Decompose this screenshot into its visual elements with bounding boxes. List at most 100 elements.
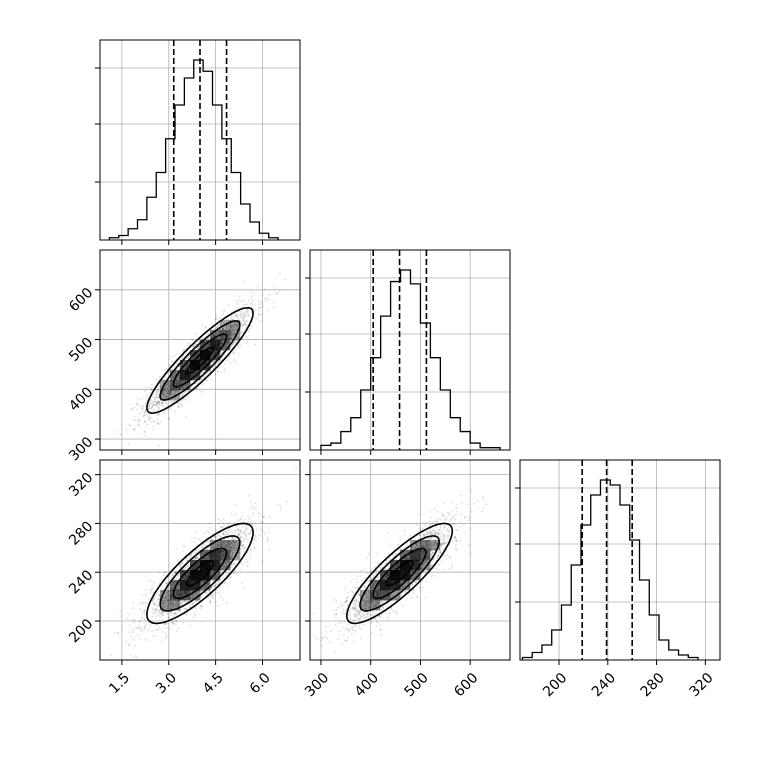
scatter-point [166,396,169,399]
scatter-point [191,339,194,342]
scatter-point [221,313,224,315]
scatter-point [222,525,225,528]
scatter-point [257,314,260,317]
scatter-point [239,329,242,331]
scatter-point [200,372,202,374]
scatter-point [214,536,217,539]
scatter-point [186,559,189,562]
scatter-point [166,382,169,385]
scatter-point [139,608,141,610]
scatter-point [276,292,279,295]
scatter-point [222,533,225,536]
scatter-point [178,406,181,409]
scatter-point [253,292,256,295]
scatter-point [203,328,206,331]
scatter-point [233,352,235,355]
scatter-point [255,539,258,542]
scatter-point [244,316,246,319]
scatter-point [198,590,201,593]
scatter-point [245,524,247,526]
scatter-point [264,532,267,535]
scatter-point [144,628,147,631]
scatter-point [459,525,462,528]
scatter-point [228,576,231,579]
scatter-point [435,538,438,541]
scatter-point [221,327,224,330]
scatter-point [259,527,262,530]
scatter-point [249,533,251,535]
scatter-point [180,564,182,567]
scatter-point [255,316,258,319]
scatter-point [144,409,147,412]
scatter-point [232,541,235,543]
scatter-point [144,619,147,622]
scatter-point [166,626,169,629]
scatter-point [414,546,417,548]
scatter-point [232,547,235,550]
scatter-point [268,515,271,518]
scatter-point [198,549,201,552]
scatter-point [195,343,198,346]
scatter-point [195,600,198,602]
scatter-point [150,402,153,405]
scatter-point [154,389,157,392]
scatter-point [371,602,374,605]
scatter-point [244,533,246,536]
scatter-point [239,345,242,348]
scatter-point [170,612,173,615]
scatter-point [166,601,169,603]
scatter-point [143,420,146,423]
scatter-point [200,337,203,340]
scatter-point [179,609,182,612]
scatter-point [359,615,362,618]
scatter-point [198,596,201,598]
scatter-point [231,318,233,321]
scatter-point [222,565,225,568]
scatter-point [247,310,249,313]
scatter-point [170,611,172,614]
scatter-point [130,407,133,410]
scatter-point [161,610,164,613]
scatter-point [134,419,137,422]
scatter-point [201,544,203,547]
scatter-point [212,360,215,363]
scatter-point [216,370,219,373]
scatter-point [234,538,237,541]
scatter-point [196,592,199,595]
scatter-point [275,278,278,280]
scatter-point [193,614,196,617]
scatter-point [230,325,232,328]
scatter-point [192,551,195,553]
scatter-point [357,602,360,604]
panel-2-2 [515,459,721,665]
scatter-point [192,385,194,388]
scatter-point [175,547,178,550]
scatter-point [417,543,420,545]
scatter-point [174,623,177,625]
scatter-point [164,401,167,404]
scatter-point [234,541,237,544]
scatter-point [161,393,164,396]
scatter-point [428,520,431,523]
scatter-point [194,557,196,560]
scatter-point [217,324,219,327]
scatter-point [195,552,198,554]
scatter-point [197,590,200,593]
scatter-point [158,598,161,601]
scatter-point [436,532,439,535]
scatter-point [168,392,171,395]
scatter-point [244,529,247,532]
scatter-point [430,553,433,556]
panel-frame [309,249,511,451]
scatter-point [163,597,165,600]
scatter-point [227,318,230,320]
scatter-point [201,605,203,608]
scatter-point [353,613,355,616]
scatter-point [244,315,247,318]
scatter-point [163,387,166,390]
density-cell [170,390,181,401]
scatter-point [170,603,173,605]
scatter-point [154,399,157,401]
scatter-point [249,531,252,534]
